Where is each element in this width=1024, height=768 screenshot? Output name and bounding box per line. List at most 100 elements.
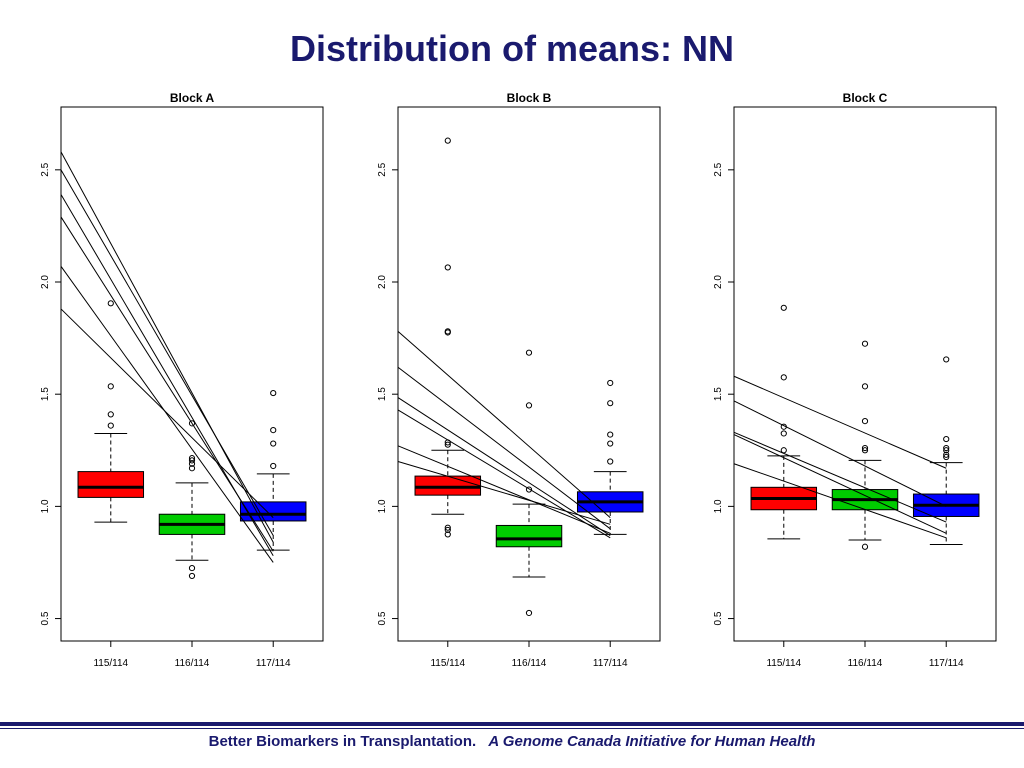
trend-line	[397, 366, 611, 530]
chart-panel: Block C 0.5 1.0 1.5 2.0 2.5 115/114 116/114 117/…	[713, 91, 997, 669]
outlier-point	[188, 420, 196, 427]
x-tick-label: 115/114	[430, 658, 465, 669]
chart-panel: Block B 0.5 1.0 1.5 2.0 2.5 115/114 116/114 117/…	[377, 91, 661, 669]
trend-line	[397, 330, 611, 518]
y-tick-label: 2.0	[40, 275, 51, 289]
x-tick-label: 116/114	[848, 658, 883, 669]
x-tick-label: 117/114	[593, 658, 628, 669]
chart-title: Block C	[843, 91, 888, 105]
x-tick-label: 116/114	[512, 658, 547, 669]
outlier-point	[943, 447, 950, 454]
outlier-point	[780, 430, 787, 437]
outlier-point	[525, 402, 533, 409]
outlier-point	[444, 137, 451, 144]
outlier-point	[943, 356, 950, 363]
footer: Better Biomarkers in Transplantation. A …	[0, 733, 1024, 750]
outlier-point	[107, 300, 114, 307]
outlier-point	[525, 609, 533, 617]
y-tick-label: 2.5	[713, 162, 724, 176]
footer-italic-text: A Genome Canada Initiative for Human Hea…	[488, 733, 816, 750]
y-tick-label: 1.5	[40, 387, 51, 401]
outlier-point	[444, 526, 451, 534]
outlier-point	[861, 543, 869, 550]
outlier-point	[107, 422, 114, 429]
outlier-point	[943, 453, 950, 461]
y-tick-label: 1.0	[713, 499, 724, 513]
outlier-point	[607, 431, 614, 438]
outlier-point	[444, 524, 451, 531]
y-tick-label: 2.5	[377, 162, 388, 176]
trend-line	[397, 397, 611, 536]
chart-panel: Block A 0.5 1.0 1.5 2.0 2.5 115/114 116/114 117/…	[40, 91, 324, 669]
outlier-point	[444, 531, 451, 538]
box-iqr	[414, 475, 482, 496]
y-tick-label: 0.5	[40, 611, 51, 625]
y-tick-label: 2.0	[377, 275, 388, 289]
outlier-point	[270, 440, 277, 447]
chart-title: Block B	[507, 91, 552, 105]
outlier-point	[861, 444, 869, 452]
x-tick-label: 116/114	[175, 658, 210, 669]
footer-rule-thin	[0, 728, 1024, 729]
outlier-point	[188, 465, 196, 472]
outlier-point	[107, 411, 114, 418]
trend-line	[733, 463, 947, 539]
outlier-point	[444, 441, 451, 448]
outlier-point	[943, 451, 950, 458]
trend-line	[397, 461, 611, 525]
plot-frame	[733, 106, 997, 642]
y-tick-label: 1.0	[40, 499, 51, 513]
footer-rule-thick	[0, 722, 1024, 726]
footer-main-text: Better Biomarkers in Transplantation.	[208, 733, 477, 750]
outlier-point	[607, 458, 614, 465]
y-tick-label: 1.5	[377, 387, 388, 401]
outlier-point	[607, 400, 614, 407]
x-tick-label: 115/114	[93, 658, 128, 669]
y-tick-label: 1.5	[713, 387, 724, 401]
outlier-point	[270, 462, 277, 470]
trend-line	[60, 308, 274, 518]
y-tick-label: 1.0	[377, 499, 388, 513]
outlier-point	[188, 455, 196, 462]
trend-line	[60, 266, 274, 563]
trend-line	[733, 375, 947, 469]
outlier-point	[607, 440, 614, 447]
outlier-point	[107, 383, 114, 390]
outlier-point	[188, 564, 196, 572]
trend-line	[60, 169, 274, 536]
outlier-point	[270, 426, 277, 434]
trend-line	[733, 400, 947, 507]
x-tick-label: 117/114	[929, 658, 964, 669]
trend-line	[397, 445, 611, 534]
outlier-point	[188, 572, 196, 580]
slide-title: Distribution of means: NN	[289, 28, 734, 69]
trend-line	[733, 434, 947, 534]
outlier-point	[943, 444, 950, 452]
trend-line	[60, 151, 274, 543]
outlier-point	[861, 447, 869, 454]
outlier-point	[444, 328, 451, 335]
outlier-point	[607, 379, 614, 387]
outlier-point	[270, 389, 277, 397]
outlier-point	[780, 374, 787, 381]
outlier-point	[444, 264, 451, 271]
outlier-point	[525, 349, 533, 356]
chart-title: Block A	[170, 91, 215, 105]
outlier-point	[943, 435, 950, 443]
outlier-point	[861, 340, 869, 347]
trend-line	[733, 431, 947, 523]
trend-line	[397, 409, 611, 539]
outlier-point	[861, 418, 869, 425]
outlier-point	[780, 304, 787, 311]
y-tick-label: 0.5	[377, 611, 388, 625]
outlier-point	[525, 486, 533, 493]
plot-frame	[60, 106, 324, 642]
outlier-point	[188, 457, 196, 464]
box-iqr	[495, 524, 563, 548]
x-tick-label: 115/114	[766, 658, 801, 669]
y-tick-label: 2.0	[713, 275, 724, 289]
box-iqr	[239, 501, 307, 522]
y-tick-label: 0.5	[713, 611, 724, 625]
box-iqr	[77, 471, 145, 498]
